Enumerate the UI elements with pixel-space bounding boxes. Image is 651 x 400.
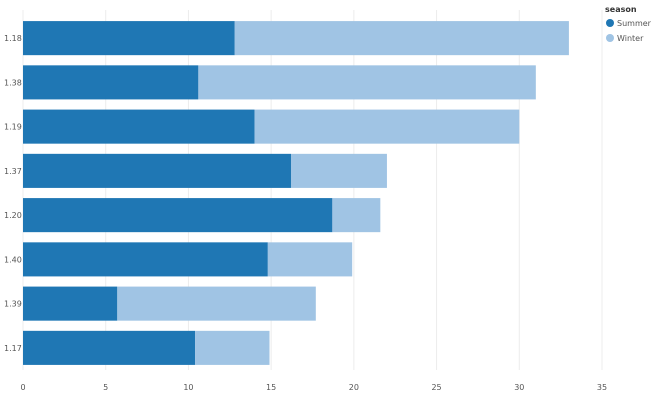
y-tick-label: 1.19 xyxy=(4,123,22,132)
x-tick-label: 25 xyxy=(431,383,441,392)
y-tick-label: 1.18 xyxy=(4,34,22,43)
y-tick-label: 1.37 xyxy=(4,167,22,176)
y-axis: 1.18 1.38 1.19 1.37 1.20 1.40 1.39 1.17 xyxy=(4,34,22,353)
legend-swatch-summer xyxy=(606,19,614,27)
y-tick-label: 1.39 xyxy=(4,300,22,309)
bar-summer-1.39[interactable] xyxy=(23,286,118,321)
bar-summer-1.20[interactable] xyxy=(23,198,333,233)
x-tick-label: 5 xyxy=(103,383,108,392)
bar-summer-1.38[interactable] xyxy=(23,65,199,100)
bar-winter-1.38[interactable] xyxy=(198,65,536,100)
legend-swatch-winter xyxy=(606,34,614,42)
legend-title: season xyxy=(605,5,637,14)
x-tick-label: 35 xyxy=(597,383,607,392)
y-tick-label: 1.38 xyxy=(4,78,22,87)
bar-winter-1.18[interactable] xyxy=(234,21,569,56)
x-tick-label: 0 xyxy=(20,383,25,392)
bar-winter-1.20[interactable] xyxy=(332,198,381,233)
bar-summer-1.37[interactable] xyxy=(23,153,291,188)
bar-winter-1.37[interactable] xyxy=(290,153,387,188)
bar-summer-1.19[interactable] xyxy=(23,109,255,144)
x-tick-label: 15 xyxy=(266,383,276,392)
x-tick-label: 30 xyxy=(514,383,524,392)
bar-winter-1.39[interactable] xyxy=(117,286,316,321)
bars xyxy=(23,21,569,365)
bar-winter-1.19[interactable] xyxy=(254,109,520,144)
bar-summer-1.40[interactable] xyxy=(23,242,268,277)
x-tick-label: 20 xyxy=(349,383,359,392)
bar-winter-1.17[interactable] xyxy=(195,330,270,365)
y-tick-label: 1.20 xyxy=(4,211,22,220)
y-tick-label: 1.17 xyxy=(4,344,22,353)
legend-label-summer: Summer xyxy=(617,19,651,28)
x-axis: 0 5 10 15 20 25 30 35 xyxy=(20,383,607,392)
y-tick-label: 1.40 xyxy=(4,255,22,264)
legend: season Summer Winter xyxy=(605,5,651,43)
legend-label-winter: Winter xyxy=(617,34,644,43)
bar-summer-1.17[interactable] xyxy=(23,330,196,365)
bar-winter-1.40[interactable] xyxy=(267,242,353,277)
x-tick-label: 10 xyxy=(183,383,193,392)
bar-summer-1.18[interactable] xyxy=(23,21,235,56)
